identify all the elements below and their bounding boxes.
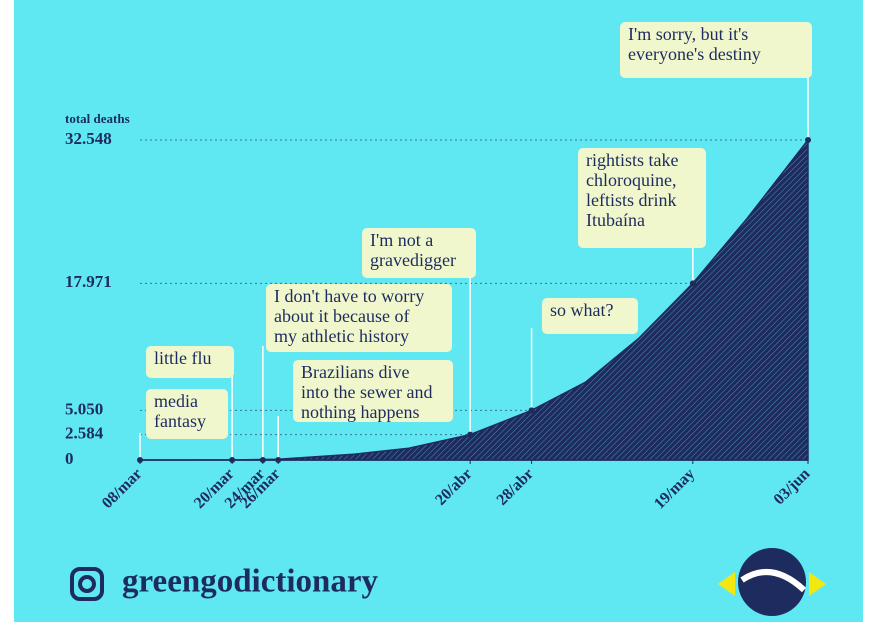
y-tick-label: 32.548 (65, 129, 112, 148)
annotation-point (690, 280, 696, 286)
annotation-text: little flu (154, 348, 212, 368)
annotation-text: media (154, 391, 198, 411)
annotation-point (229, 457, 235, 463)
annotation-point (467, 432, 473, 438)
annotation-text: rightists take (586, 150, 679, 170)
annotation-text: chloroquine, (586, 170, 676, 190)
annotation-text: everyone's destiny (628, 44, 761, 64)
annotation-point (137, 457, 143, 463)
annotation-point (805, 137, 811, 143)
y-tick-label: 5.050 (65, 399, 103, 418)
chart: total deaths 02.5845.05017.97132.54808/m… (0, 0, 877, 630)
annotation-text: nothing happens (301, 402, 420, 422)
annotation-text: about it because of (274, 306, 409, 326)
annotation-text: Itubaína (586, 210, 645, 230)
y-tick-label: 17.971 (65, 272, 112, 291)
annotation-text: into the sewer and (301, 382, 432, 402)
annotation-text: I don't have to worry (274, 286, 424, 306)
annotation-text: leftists drink (586, 190, 677, 210)
annotation-text: I'm not a (370, 230, 433, 250)
y-tick-label: 2.584 (65, 424, 104, 443)
annotation-text: so what? (550, 300, 613, 320)
annotation-text: gravedigger (370, 250, 456, 270)
annotation-point (260, 457, 266, 463)
annotation-point (529, 407, 535, 413)
y-axis-title: total deaths (65, 111, 130, 126)
annotation-text: my athletic history (274, 326, 409, 346)
annotation-text: Brazilians dive (301, 362, 409, 382)
y-tick-label: 0 (65, 449, 74, 468)
annotation-text: I'm sorry, but it's (628, 24, 748, 44)
annotation-point (275, 457, 281, 463)
handle: greengodictionary (122, 564, 379, 600)
annotation-text: fantasy (154, 411, 206, 431)
